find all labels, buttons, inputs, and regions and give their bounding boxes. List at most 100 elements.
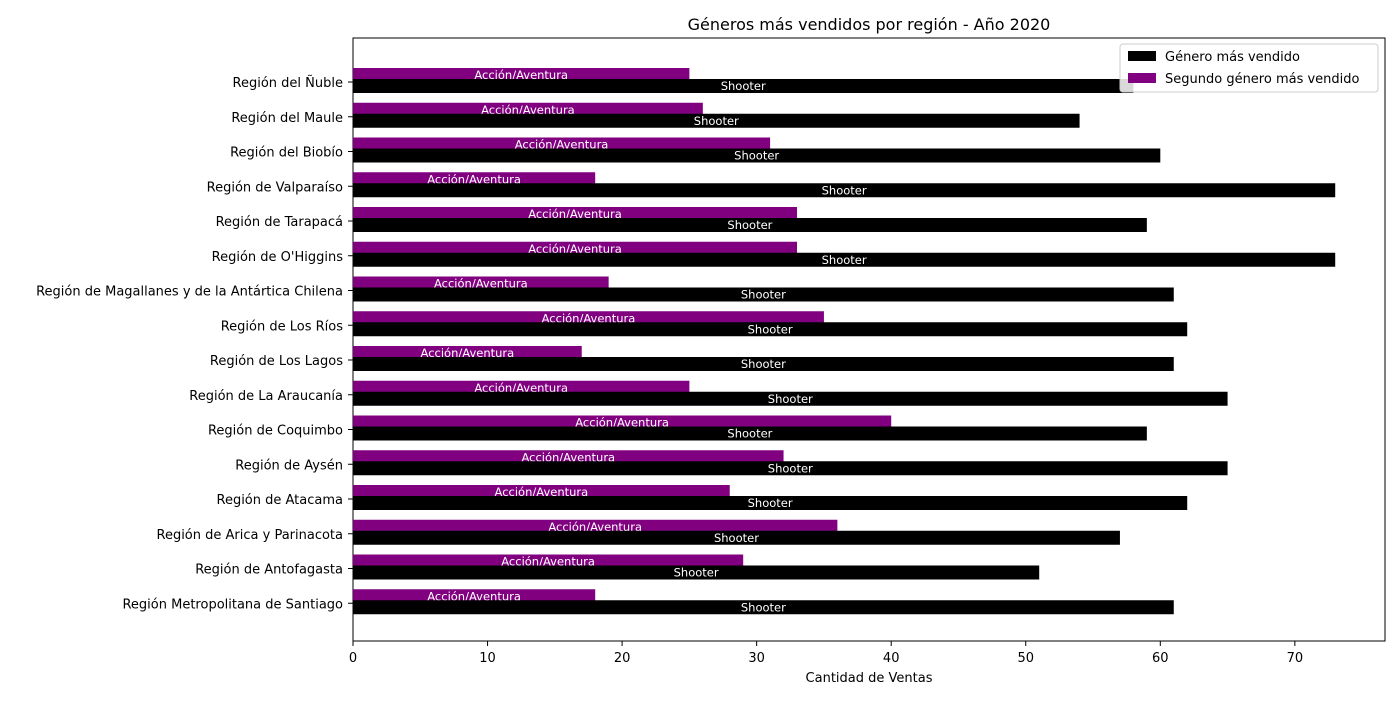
category-label: Región de Atacama	[217, 493, 344, 508]
bar-label-top-genre: Shooter	[748, 496, 793, 510]
bar-label-second-genre: Acción/Aventura	[427, 172, 521, 186]
x-tick-label: 50	[1017, 651, 1034, 666]
bar-label-top-genre: Shooter	[727, 427, 772, 441]
legend-entry: Género más vendido	[1165, 50, 1300, 65]
bar-top-genre	[353, 322, 1188, 337]
bar-label-top-genre: Shooter	[748, 322, 793, 336]
legend-swatch	[1128, 51, 1156, 61]
category-label: Región de O'Higgins	[212, 250, 344, 265]
bar-label-top-genre: Shooter	[734, 149, 779, 163]
bar-label-second-genre: Acción/Aventura	[515, 138, 609, 152]
plot-frame	[352, 37, 1386, 642]
bar-label-second-genre: Acción/Aventura	[501, 555, 595, 569]
bar-label-top-genre: Shooter	[727, 218, 772, 232]
bar-top-genre	[353, 530, 1120, 545]
bar-label-top-genre: Shooter	[674, 566, 719, 580]
bar-second-genre	[353, 415, 892, 430]
bar-second-genre	[353, 589, 596, 604]
category-label: Región de Antofagasta	[195, 563, 343, 578]
bar-top-genre	[353, 148, 1161, 163]
bar-top-genre	[353, 600, 1174, 615]
bar-top-genre	[353, 252, 1336, 267]
bar-label-top-genre: Shooter	[721, 79, 766, 93]
bar-label-second-genre: Acción/Aventura	[427, 589, 521, 603]
bar-label-top-genre: Shooter	[741, 288, 786, 302]
x-tick-label: 20	[614, 651, 631, 666]
bar-top-genre	[353, 461, 1228, 476]
bar-second-genre	[353, 346, 582, 360]
bar-label-second-genre: Acción/Aventura	[528, 207, 622, 221]
bar-second-genre	[353, 311, 824, 326]
bar-top-genre	[353, 357, 1174, 371]
bar-label-second-genre: Acción/Aventura	[521, 450, 615, 464]
category-label: Región de Aysén	[235, 458, 343, 473]
bar-second-genre	[353, 241, 798, 256]
category-label: Región de La Araucanía	[189, 389, 343, 404]
category-label: Región Metropolitana de Santiago	[122, 597, 343, 612]
bar-second-genre	[353, 485, 730, 499]
category-label: Región de Coquimbo	[208, 424, 343, 439]
bar-label-top-genre: Shooter	[768, 392, 813, 406]
legend-box	[1119, 43, 1379, 93]
bar-second-genre	[353, 519, 838, 534]
category-label: Región del Ñuble	[233, 75, 343, 91]
bar-label-second-genre: Acción/Aventura	[548, 520, 642, 534]
bar-top-genre	[353, 287, 1174, 302]
bar-label-top-genre: Shooter	[741, 600, 786, 614]
bar-label-second-genre: Acción/Aventura	[575, 416, 669, 430]
bar-top-genre	[353, 113, 1080, 128]
category-label: Región de Magallanes y de la Antártica C…	[36, 285, 343, 300]
x-tick-label: 10	[479, 651, 496, 666]
chart-title: Géneros más vendidos por región - Año 20…	[688, 15, 1051, 34]
category-label: Región del Biobío	[230, 146, 343, 161]
bar-top-genre	[353, 218, 1147, 232]
bar-second-genre	[353, 102, 703, 117]
bar-second-genre	[353, 207, 798, 221]
bar-second-genre	[353, 380, 690, 395]
bar-top-genre	[353, 183, 1336, 198]
bar-second-genre	[353, 68, 690, 82]
bar-top-genre	[353, 391, 1228, 406]
x-tick-label: 60	[1152, 651, 1169, 666]
category-label: Región de Los Lagos	[210, 354, 343, 369]
category-label: Región de Arica y Parinacota	[157, 528, 344, 543]
legend-swatch	[1128, 73, 1156, 83]
bar-second-genre	[353, 172, 596, 187]
bar-label-top-genre: Shooter	[694, 114, 739, 128]
bar-label-top-genre: Shooter	[768, 461, 813, 475]
x-tick-label: 0	[349, 651, 357, 666]
bar-second-genre	[353, 450, 784, 465]
x-axis-label: Cantidad de Ventas	[806, 671, 933, 686]
x-tick-label: 30	[748, 651, 765, 666]
bar-top-genre	[353, 496, 1188, 510]
category-label: Región del Maule	[231, 111, 343, 126]
legend: Género más vendido Segundo género más ven…	[1119, 43, 1379, 93]
bar-label-second-genre: Acción/Aventura	[528, 242, 622, 256]
bar-label-top-genre: Shooter	[714, 531, 759, 545]
bar-label-top-genre: Shooter	[822, 183, 867, 197]
bar-second-genre	[353, 554, 744, 569]
bar-label-top-genre: Shooter	[822, 253, 867, 267]
category-label: Región de Valparaíso	[207, 180, 343, 195]
bar-top-genre	[353, 426, 1147, 441]
bar-label-second-genre: Acción/Aventura	[481, 103, 575, 117]
category-label: Región de Tarapacá	[216, 215, 343, 230]
x-tick-label: 40	[883, 651, 900, 666]
bar-second-genre	[353, 276, 609, 291]
bar-label-top-genre: Shooter	[741, 357, 786, 371]
plot-area: 0 10 20 30 40 50 60 70 Región del Ñuble Acción/Av…	[36, 37, 1386, 666]
category-label: Región de Los Ríos	[221, 319, 343, 334]
bar-label-second-genre: Acción/Aventura	[421, 346, 515, 360]
bar-label-second-genre: Acción/Aventura	[495, 485, 589, 499]
bar-top-genre	[353, 79, 1134, 93]
bar-second-genre	[353, 137, 771, 152]
bar-label-second-genre: Acción/Aventura	[434, 277, 528, 291]
x-tick-label: 70	[1287, 651, 1304, 666]
bar-label-second-genre: Acción/Aventura	[474, 68, 568, 82]
bar-label-second-genre: Acción/Aventura	[474, 381, 568, 395]
bar-top-genre	[353, 565, 1040, 580]
legend-entry: Segundo género más vendido	[1165, 72, 1360, 87]
bar-label-second-genre: Acción/Aventura	[542, 311, 636, 325]
